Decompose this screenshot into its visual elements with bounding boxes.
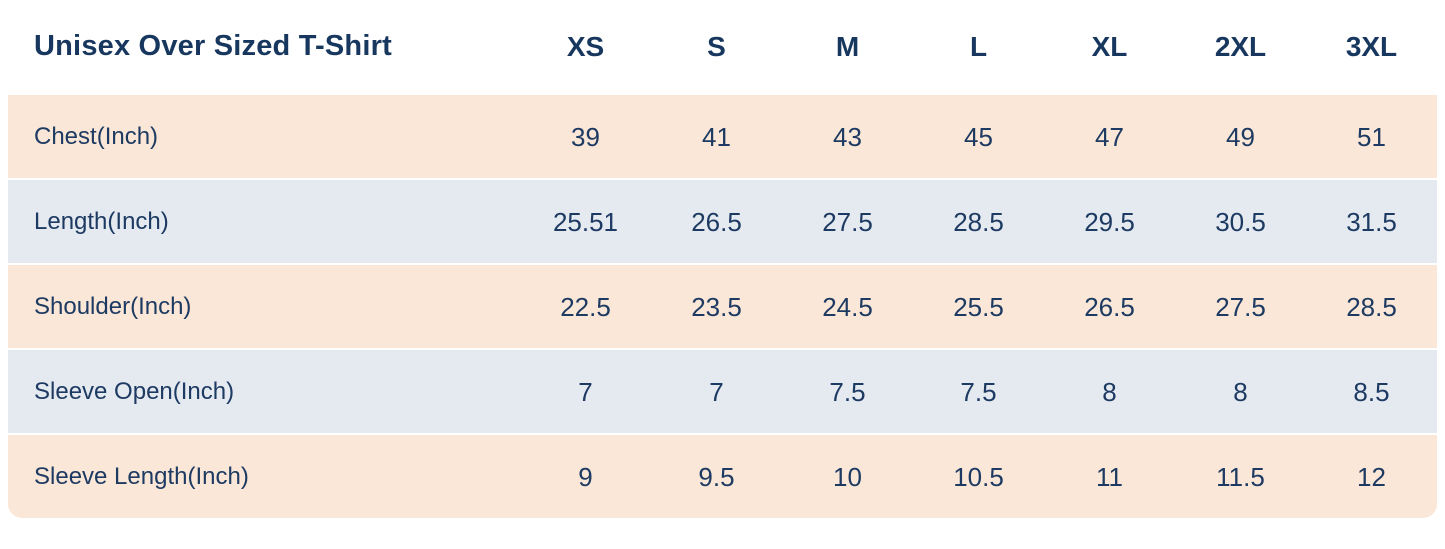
table-cell-length-2xl: 30.5 (1215, 206, 1266, 237)
table-cell-chest-l: 45 (964, 121, 993, 152)
row-label-sleeve-open: Sleeve Open(Inch) (34, 377, 235, 405)
column-header-m: M (835, 30, 860, 62)
column-header-2xl: 2XL (1214, 30, 1267, 62)
table-cell-chest-m: 43 (833, 121, 862, 152)
column-header-xl: XL (1091, 30, 1128, 62)
table-cell-chest-s: 41 (702, 121, 731, 152)
row-label-chest: Chest(Inch) (34, 122, 159, 150)
table-cell-sleeve-open-2xl: 8 (1233, 376, 1248, 407)
table-cell-sleeve-open-3xl: 8.5 (1353, 376, 1390, 407)
table-cell-sleeve-length-xs: 9 (578, 461, 593, 492)
table-header-row: Unisex Over Sized T-Shirt XS S M L XL 2X… (8, 0, 1437, 93)
table-cell-sleeve-open-xl: 8 (1102, 376, 1117, 407)
row-label-shoulder: Shoulder(Inch) (34, 292, 192, 320)
table-cell-shoulder-3xl: 28.5 (1346, 291, 1397, 322)
row-label-sleeve-length: Sleeve Length(Inch) (34, 462, 249, 490)
table-row-sleeve-length: Sleeve Length(Inch) 9 9.5 10 10.5 11 11.… (8, 433, 1437, 518)
column-header-3xl: 3XL (1345, 30, 1398, 62)
table-cell-chest-xl: 47 (1095, 121, 1124, 152)
column-header-l: L (969, 30, 988, 62)
table-title: Unisex Over Sized T-Shirt (34, 30, 392, 62)
table-cell-shoulder-2xl: 27.5 (1215, 291, 1266, 322)
table-cell-chest-2xl: 49 (1226, 121, 1255, 152)
table-cell-sleeve-open-s: 7 (709, 376, 724, 407)
column-header-xs: XS (566, 30, 605, 62)
table-cell-sleeve-length-2xl: 11.5 (1216, 461, 1265, 492)
table-row-sleeve-open: Sleeve Open(Inch) 7 7 7.5 7.5 8 8 8.5 (8, 348, 1437, 433)
table-cell-shoulder-s: 23.5 (691, 291, 742, 322)
table-cell-shoulder-m: 24.5 (822, 291, 873, 322)
table-cell-sleeve-open-m: 7.5 (829, 376, 866, 407)
table-cell-sleeve-length-xl: 11 (1096, 461, 1123, 492)
table-row-chest: Chest(Inch) 39 41 43 45 47 49 51 (8, 93, 1437, 178)
table-cell-sleeve-length-l: 10.5 (953, 461, 1004, 492)
table-cell-length-s: 26.5 (691, 206, 742, 237)
column-header-s: S (707, 30, 726, 62)
table-row-length: Length(Inch) 25.51 26.5 27.5 28.5 29.5 3… (8, 178, 1437, 263)
row-label-length: Length(Inch) (34, 207, 169, 235)
table-row-shoulder: Shoulder(Inch) 22.5 23.5 24.5 25.5 26.5 … (8, 263, 1437, 348)
table-cell-shoulder-l: 25.5 (953, 291, 1004, 322)
table-cell-sleeve-length-m: 10 (833, 461, 862, 492)
table-cell-sleeve-open-l: 7.5 (960, 376, 997, 407)
table-cell-length-3xl: 31.5 (1346, 206, 1397, 237)
table-cell-chest-3xl: 51 (1357, 121, 1386, 152)
table-cell-length-xl: 29.5 (1084, 206, 1135, 237)
table-cell-sleeve-length-3xl: 12 (1357, 461, 1386, 492)
size-chart-table: Unisex Over Sized T-Shirt XS S M L XL 2X… (8, 0, 1437, 518)
table-cell-sleeve-open-xs: 7 (578, 376, 593, 407)
table-cell-shoulder-xs: 22.5 (560, 291, 611, 322)
table-cell-length-l: 28.5 (953, 206, 1004, 237)
table-cell-sleeve-length-s: 9.5 (698, 461, 735, 492)
table-cell-shoulder-xl: 26.5 (1084, 291, 1135, 322)
table-cell-chest-xs: 39 (571, 121, 600, 152)
table-cell-length-m: 27.5 (822, 206, 873, 237)
table-cell-length-xs: 25.51 (552, 206, 619, 237)
